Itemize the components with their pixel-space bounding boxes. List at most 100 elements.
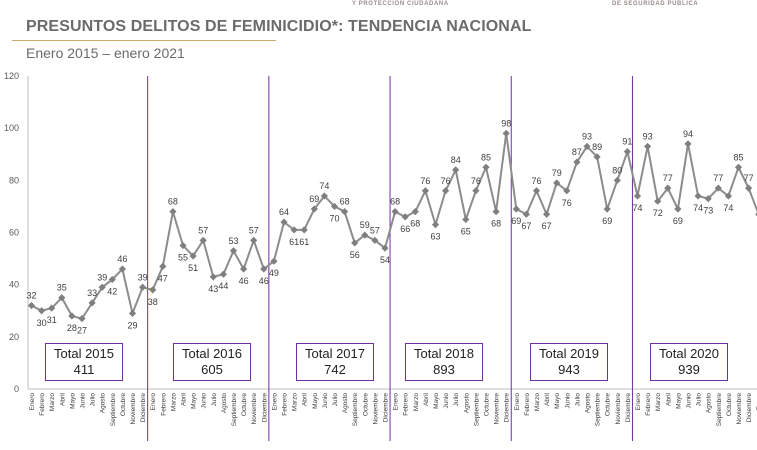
data-point	[684, 140, 692, 148]
data-point	[78, 314, 86, 323]
month-tick-label: Septiembre	[352, 393, 359, 427]
data-label: 69	[602, 216, 612, 226]
month-tick-label: Agosto	[585, 393, 592, 414]
data-point	[522, 210, 530, 218]
month-tick-label: Marzo	[49, 393, 56, 411]
month-tick-label: Julio	[90, 393, 97, 407]
month-tick-label: Febrero	[524, 393, 531, 416]
data-point	[300, 226, 308, 234]
data-label: 74	[693, 203, 703, 213]
data-label: 94	[683, 129, 693, 139]
total-value: 411	[73, 362, 95, 377]
data-point	[169, 208, 177, 216]
data-point	[330, 202, 339, 211]
data-point	[694, 192, 702, 200]
data-label: 54	[380, 255, 390, 265]
month-tick-label: Marzo	[655, 393, 662, 411]
total-box: Total 2019 943	[530, 343, 608, 381]
data-point	[209, 273, 217, 281]
data-point	[98, 283, 106, 291]
month-tick-label: Febrero	[160, 393, 167, 416]
month-tick-label: Diciembre	[261, 393, 268, 423]
data-label: 70	[329, 213, 339, 223]
data-point	[118, 265, 126, 273]
month-tick-label: Febrero	[39, 393, 46, 416]
month-tick-label: Agosto	[100, 393, 107, 414]
month-tick-label: Mayo	[675, 393, 682, 409]
data-point	[462, 215, 470, 224]
data-point	[27, 301, 36, 310]
total-value: 605	[201, 362, 223, 377]
data-point	[553, 179, 561, 187]
data-label: 39	[97, 272, 107, 282]
data-label: 31	[47, 315, 57, 325]
month-tick-label: Octubre	[120, 393, 127, 417]
month-tick-label: Junio	[686, 393, 693, 409]
total-label: Total 2018	[414, 346, 474, 361]
data-point	[401, 213, 409, 221]
total-label: Total 2016	[182, 346, 242, 361]
total-label: Total 2020	[659, 346, 719, 361]
data-label: 76	[471, 176, 481, 186]
data-label: 46	[259, 276, 269, 286]
logo-text-left: Y PROTECCIÓN CIUDADANA	[352, 1, 449, 7]
logo-text-right: DE SEGURIDAD PÚBLICA	[612, 1, 699, 7]
data-label: 67	[521, 221, 531, 231]
data-point	[361, 231, 369, 239]
month-tick-label: Enero	[514, 393, 521, 411]
month-tick-label: Diciembre	[625, 393, 632, 423]
month-tick-label: Mayo	[69, 393, 76, 409]
data-label: 46	[239, 276, 249, 286]
data-label: 66	[400, 224, 410, 234]
month-tick-label: Enero	[635, 393, 642, 411]
data-point	[664, 184, 672, 192]
data-label: 89	[592, 142, 602, 152]
data-point	[482, 163, 490, 171]
month-tick-label: Diciembre	[383, 393, 390, 423]
data-point	[512, 205, 520, 213]
month-tick-label: Diciembre	[140, 393, 147, 423]
data-point	[442, 187, 450, 195]
total-box: Total 2017 742	[296, 343, 374, 381]
month-tick-label: Diciembre	[504, 393, 511, 423]
month-tick-label: Abril	[544, 392, 551, 406]
month-tick-label: Mayo	[312, 393, 319, 409]
data-label: 53	[228, 236, 238, 246]
data-point	[644, 142, 652, 151]
month-tick-label: Noviembre	[372, 393, 379, 425]
month-tick-label: Agosto	[463, 393, 470, 414]
month-tick-label: Agosto	[706, 393, 713, 414]
data-point	[492, 208, 500, 216]
month-tick-label: Noviembre	[251, 393, 258, 425]
data-point	[351, 239, 359, 247]
data-point	[250, 236, 258, 244]
data-label: 38	[148, 297, 158, 307]
data-label: 35	[57, 283, 67, 293]
data-point	[593, 153, 601, 161]
total-value: 939	[678, 362, 700, 377]
data-point	[38, 307, 46, 315]
data-label: 46	[117, 254, 127, 264]
data-point	[270, 257, 278, 265]
month-tick-label: Junio	[443, 393, 450, 409]
data-label: 73	[703, 206, 713, 216]
data-point	[310, 205, 318, 213]
data-label: 76	[531, 176, 541, 186]
month-tick-label: Noviembre	[615, 393, 622, 425]
month-tick-label: Marzo	[534, 393, 541, 411]
month-tick-label: Octubre	[484, 393, 491, 417]
month-tick-label: Marzo	[170, 393, 177, 411]
data-label: 61	[289, 237, 299, 247]
header-logos: Y PROTECCIÓN CIUDADANA DE SEGURIDAD PÚBL…	[300, 0, 757, 12]
data-point	[159, 262, 167, 271]
data-point	[68, 312, 76, 320]
data-label: 74	[723, 203, 733, 213]
data-point	[583, 142, 591, 151]
month-tick-label: Julio	[453, 393, 460, 407]
data-point	[613, 176, 621, 184]
data-point	[219, 270, 227, 278]
total-label: Total 2015	[54, 346, 114, 361]
data-point	[199, 236, 207, 244]
data-point	[381, 244, 389, 252]
